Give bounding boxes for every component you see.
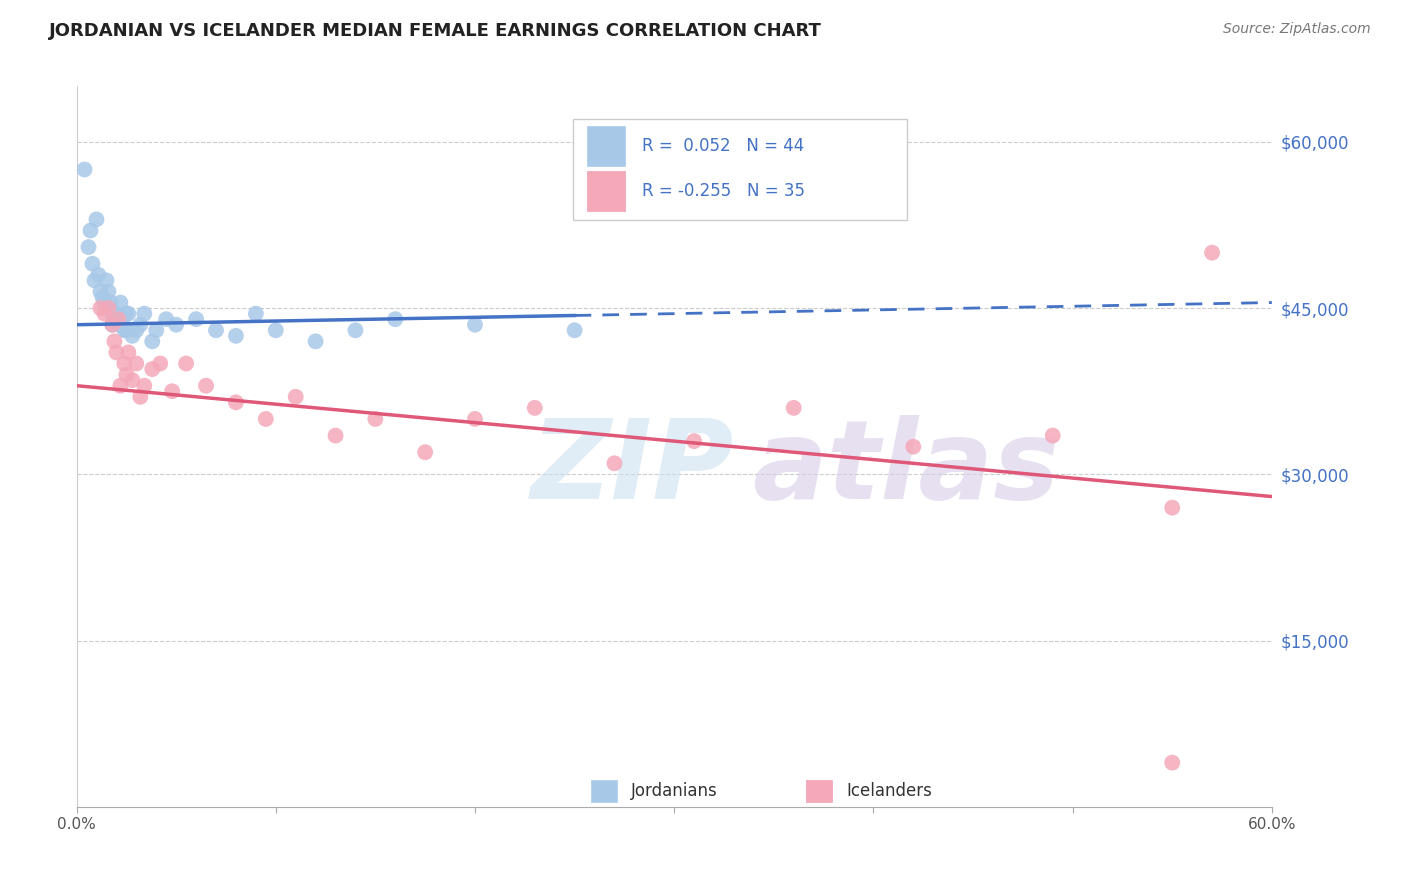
- Point: [384, 312, 406, 326]
- Text: Icelanders: Icelanders: [846, 782, 932, 800]
- Point: [89, 285, 111, 299]
- Point: [89, 301, 111, 315]
- Point: [264, 323, 287, 337]
- Point: [105, 345, 128, 359]
- Point: [97, 285, 120, 299]
- Point: [184, 312, 207, 326]
- Point: [91, 290, 114, 304]
- Point: [105, 307, 128, 321]
- Point: [86, 212, 108, 227]
- Point: [134, 378, 156, 392]
- Point: [93, 307, 115, 321]
- Point: [1201, 245, 1223, 260]
- Point: [145, 323, 167, 337]
- Point: [107, 312, 129, 326]
- Point: [97, 301, 120, 315]
- Point: [103, 312, 125, 326]
- Point: [96, 273, 118, 287]
- Point: [683, 434, 706, 449]
- Point: [1161, 500, 1184, 515]
- Point: [325, 428, 347, 442]
- Point: [117, 345, 139, 359]
- Point: [115, 323, 138, 337]
- Point: [304, 334, 326, 349]
- Point: [111, 312, 134, 326]
- Text: atlas: atlas: [752, 415, 1059, 522]
- Bar: [586, 171, 626, 211]
- Point: [83, 273, 105, 287]
- Point: [174, 357, 197, 371]
- Point: [117, 307, 139, 321]
- Point: [101, 318, 124, 332]
- Point: [107, 312, 129, 326]
- Point: [115, 307, 138, 321]
- Point: [149, 357, 172, 371]
- Point: [364, 412, 387, 426]
- Bar: [591, 780, 617, 802]
- Point: [245, 307, 267, 321]
- Point: [1042, 428, 1064, 442]
- Point: [121, 373, 143, 387]
- Point: [103, 334, 125, 349]
- Point: [115, 368, 138, 382]
- Point: [205, 323, 228, 337]
- Point: [165, 318, 187, 332]
- Point: [344, 323, 367, 337]
- Point: [110, 378, 132, 392]
- Point: [129, 318, 152, 332]
- Point: [79, 223, 101, 237]
- Point: [603, 456, 626, 470]
- Point: [1161, 756, 1184, 770]
- Point: [93, 295, 115, 310]
- Point: [564, 323, 586, 337]
- Point: [77, 240, 100, 254]
- Point: [413, 445, 436, 459]
- Point: [254, 412, 277, 426]
- Point: [125, 323, 148, 337]
- FancyBboxPatch shape: [572, 119, 907, 219]
- Point: [82, 257, 104, 271]
- Point: [284, 390, 307, 404]
- Point: [97, 301, 120, 315]
- Text: Source: ZipAtlas.com: Source: ZipAtlas.com: [1223, 22, 1371, 37]
- Point: [523, 401, 546, 415]
- Point: [225, 328, 247, 343]
- Point: [100, 295, 122, 310]
- Point: [101, 318, 124, 332]
- Point: [464, 318, 486, 332]
- Point: [155, 312, 177, 326]
- Point: [110, 318, 132, 332]
- Text: R = -0.255   N = 35: R = -0.255 N = 35: [643, 182, 806, 200]
- Point: [464, 412, 486, 426]
- Point: [112, 357, 135, 371]
- Point: [112, 323, 135, 337]
- Point: [121, 328, 143, 343]
- Bar: [806, 780, 832, 802]
- Point: [225, 395, 247, 409]
- Point: [160, 384, 183, 399]
- Point: [125, 357, 148, 371]
- Point: [141, 334, 163, 349]
- Text: Jordanians: Jordanians: [631, 782, 718, 800]
- Text: ZIP: ZIP: [531, 415, 734, 522]
- Text: R =  0.052   N = 44: R = 0.052 N = 44: [643, 137, 804, 155]
- Point: [129, 390, 152, 404]
- Point: [903, 440, 925, 454]
- Point: [195, 378, 218, 392]
- Text: JORDANIAN VS ICELANDER MEDIAN FEMALE EARNINGS CORRELATION CHART: JORDANIAN VS ICELANDER MEDIAN FEMALE EAR…: [49, 22, 823, 40]
- Point: [783, 401, 806, 415]
- Bar: [586, 127, 626, 166]
- Point: [87, 268, 110, 282]
- Point: [73, 162, 96, 177]
- Point: [141, 362, 163, 376]
- Point: [134, 307, 156, 321]
- Point: [110, 295, 132, 310]
- Point: [101, 307, 124, 321]
